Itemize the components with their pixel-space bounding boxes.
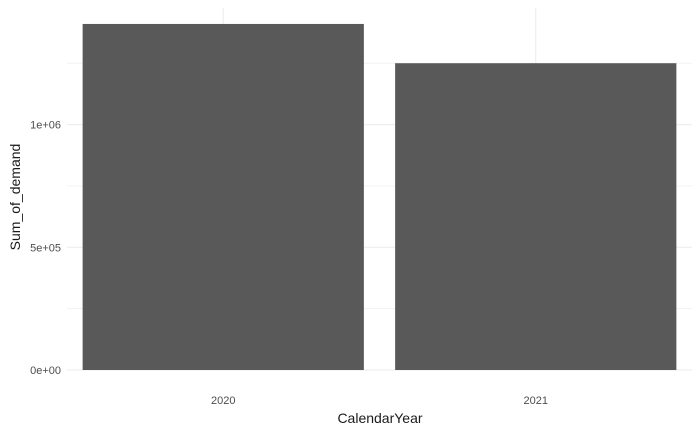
x-tick-label: 2020: [211, 395, 235, 407]
y-axis-ticks: 0e+00 5e+05 1e+06: [30, 120, 61, 377]
x-tick-label: 2021: [524, 395, 548, 407]
y-tick-label: 0e+00: [30, 365, 61, 377]
y-tick-label: 1e+06: [30, 120, 61, 132]
bar-2021: [395, 63, 677, 371]
y-axis-title: Sum_of_demand: [7, 144, 23, 251]
bars: [82, 23, 677, 371]
x-axis-ticks: 2020 2021: [211, 395, 548, 407]
x-axis-title: CalendarYear: [337, 410, 422, 426]
bar-2020: [82, 23, 364, 370]
y-tick-label: 5e+05: [30, 242, 61, 254]
